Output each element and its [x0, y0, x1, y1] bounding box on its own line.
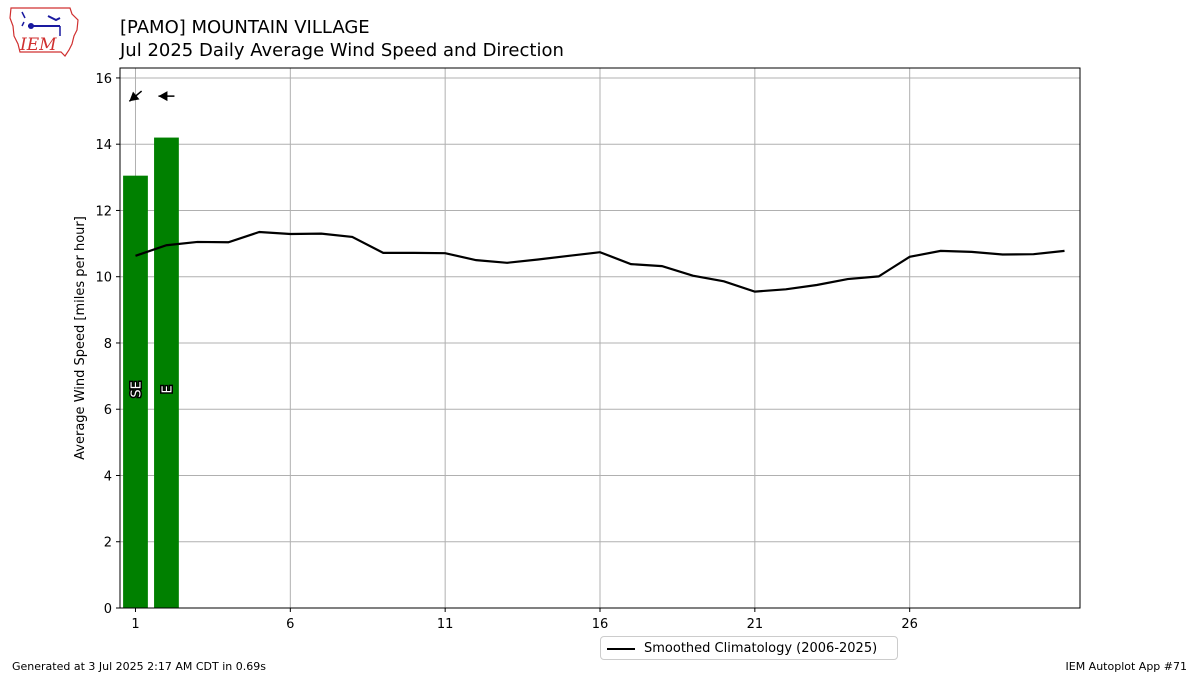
footer-app: IEM Autoplot App #71: [1065, 660, 1188, 673]
y-tick-label: 14: [95, 138, 112, 153]
climatology-series: [135, 230, 1065, 293]
bar-day-2: [154, 137, 179, 608]
chart-title: [PAMO] MOUNTAIN VILLAGE: [120, 17, 370, 38]
wind-arrow-day-1: [128, 90, 143, 102]
climatology-line: [135, 230, 1065, 293]
logo-text: IEM: [19, 35, 57, 55]
bar-day-1: [123, 175, 148, 609]
y-tick-label: 8: [104, 337, 112, 352]
y-axis-label: Average Wind Speed [miles per hour]: [73, 216, 88, 460]
x-tick-label: 21: [747, 617, 764, 632]
y-tick-label: 12: [95, 204, 112, 219]
wind-arrow-head: [129, 91, 140, 102]
direction-label-day-1: SE: [129, 381, 144, 397]
direction-labels: SE E: [128, 380, 177, 399]
x-tick-label: 1: [131, 617, 139, 632]
y-tick-label: 4: [104, 469, 112, 484]
legend-line-swatch: [607, 648, 635, 650]
direction-label-day-2: E: [160, 385, 175, 393]
iem-logo: IEM: [8, 6, 80, 62]
y-tick-label: 2: [104, 536, 112, 551]
footer-generated: Generated at 3 Jul 2025 2:17 AM CDT in 0…: [12, 660, 266, 673]
x-tick-label: 16: [592, 617, 609, 632]
legend-label: Smoothed Climatology (2006-2025): [644, 641, 878, 656]
wind-arrow-head: [158, 91, 168, 102]
y-tick-label: 16: [95, 72, 112, 87]
y-tick-label: 10: [95, 271, 112, 286]
chart-subtitle: Jul 2025 Daily Average Wind Speed and Di…: [120, 40, 564, 61]
direction-arrows: [128, 90, 175, 102]
x-axis: 1 6 11 16 21 26: [131, 608, 918, 632]
y-tick-label: 6: [104, 403, 112, 418]
y-axis: 0 2 4 6 8 10 12 14 16: [95, 72, 120, 617]
wind-arrow-day-2: [158, 91, 175, 102]
x-tick-label: 11: [437, 617, 454, 632]
y-tick-label: 0: [104, 602, 112, 617]
bars: [123, 137, 179, 609]
x-tick-label: 26: [901, 617, 918, 632]
grid: [120, 68, 1080, 609]
legend: Smoothed Climatology (2006-2025): [600, 636, 898, 660]
x-tick-label: 6: [286, 617, 294, 632]
